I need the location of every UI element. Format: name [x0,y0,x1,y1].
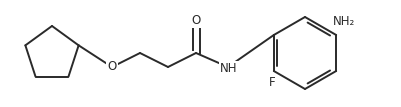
Text: O: O [191,15,200,27]
Text: NH: NH [220,62,238,74]
Text: O: O [107,60,117,74]
Text: F: F [269,77,275,89]
Text: NH₂: NH₂ [333,15,355,27]
